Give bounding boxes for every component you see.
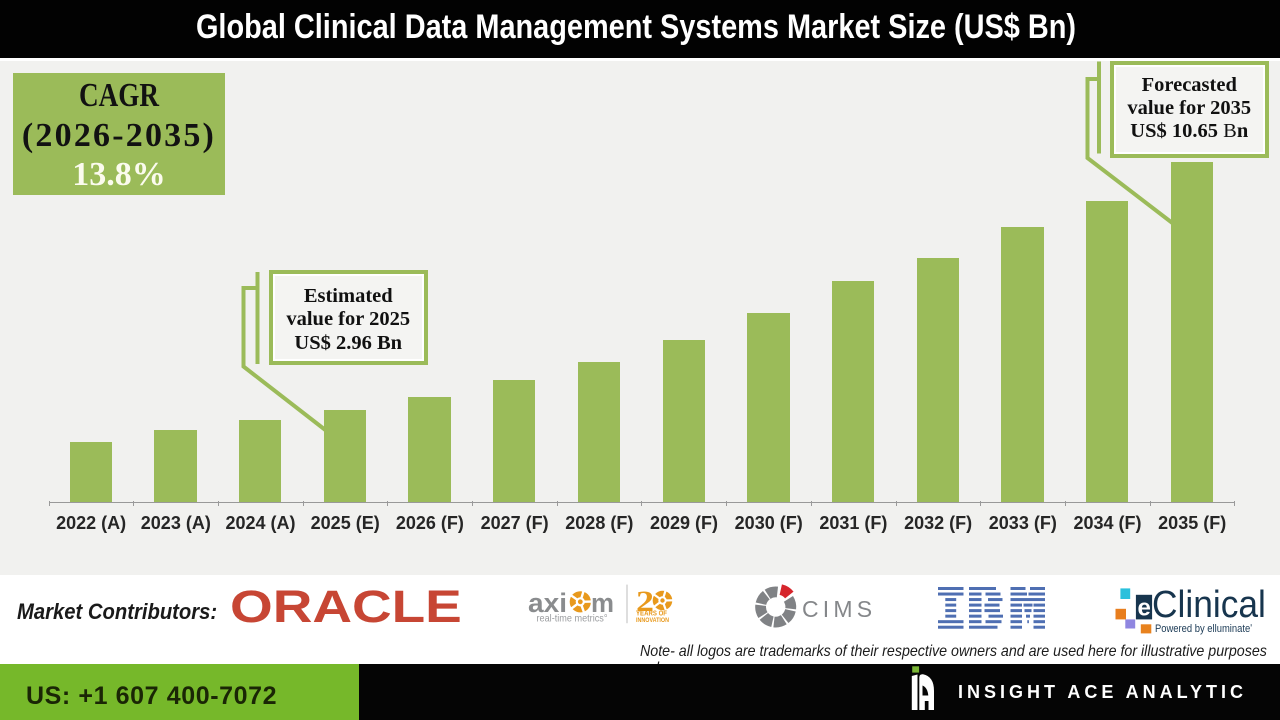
- svg-text:CIMS: CIMS: [802, 596, 876, 622]
- svg-text:m: m: [591, 588, 614, 618]
- svg-text:real-time metrics°: real-time metrics°: [537, 613, 608, 625]
- svg-text:2: 2: [636, 585, 654, 618]
- svg-text:axi: axi: [528, 588, 567, 618]
- svg-text:Powered by elluminateʹ: Powered by elluminateʹ: [1155, 623, 1252, 635]
- svg-text:e: e: [1138, 595, 1151, 622]
- svg-text:Clinical: Clinical: [1152, 586, 1266, 625]
- svg-text:INNOVATION: INNOVATION: [636, 617, 669, 624]
- svg-text:YEARS OF: YEARS OF: [636, 611, 668, 618]
